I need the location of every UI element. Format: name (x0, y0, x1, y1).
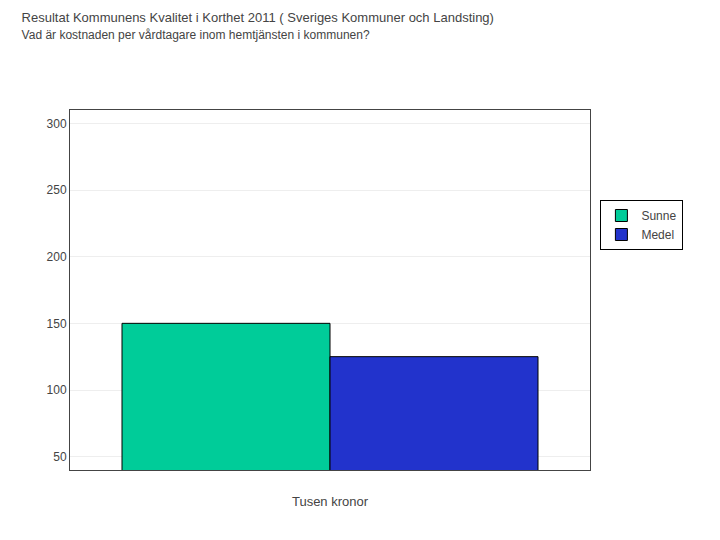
svg-text:Resultat Kommunens Kvalitet i: Resultat Kommunens Kvalitet i Korthet 20… (22, 10, 494, 42)
svg-text:100: 100 (47, 383, 67, 397)
svg-text:150: 150 (47, 317, 67, 331)
svg-text:Medel: Medel (641, 228, 674, 242)
svg-text:Sunne: Sunne (641, 209, 676, 223)
svg-text:200: 200 (47, 250, 67, 264)
svg-text:50: 50 (53, 450, 67, 464)
svg-text:250: 250 (47, 183, 67, 197)
svg-text:300: 300 (47, 117, 67, 131)
svg-text:Tusen kronor: Tusen kronor (292, 494, 369, 509)
